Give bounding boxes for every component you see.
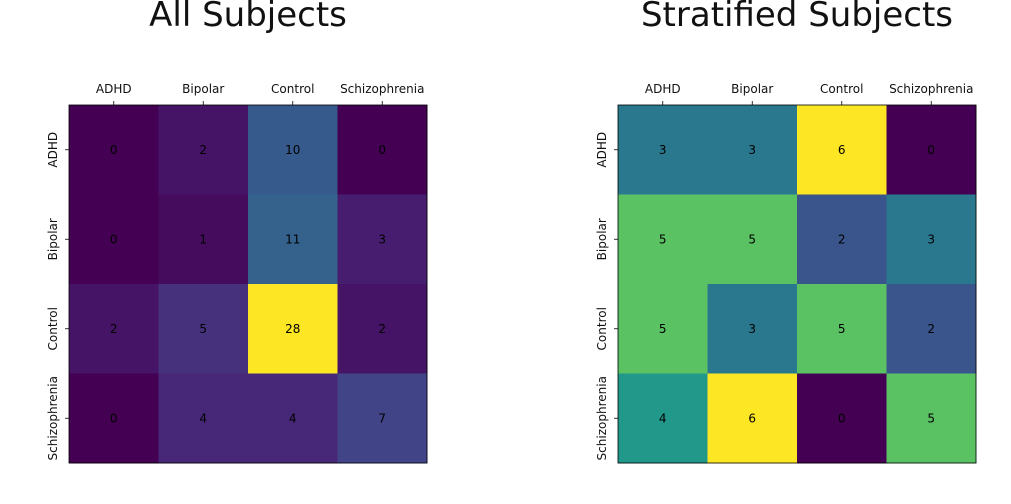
cell-value-label: 2 <box>378 322 386 336</box>
heatmap-cell-control-bipolar <box>158 284 249 374</box>
cell-value-label: 5 <box>659 232 667 246</box>
heatmap-cell-bipolar-adhd <box>618 194 708 285</box>
cell-value-label: 0 <box>110 143 118 157</box>
cell-value-label: 4 <box>289 411 297 425</box>
heatmap-panel-stratified-subjects: Stratified Subjects 3 3 6 0 5 5 2 3 5 3 5 2 4 6 0 5 ADHD… <box>595 0 977 464</box>
y-tick-label: Control <box>46 307 60 350</box>
heatmap-cell-schizophrenia-schizophrenia <box>337 373 428 464</box>
heatmap-cell-adhd-control <box>797 105 887 195</box>
heatmap-cell-schizophrenia-adhd <box>618 373 708 464</box>
x-tick-label: Schizophrenia <box>889 82 973 96</box>
cell-value-label: 7 <box>378 411 386 425</box>
heatmap-cell-adhd-adhd <box>618 105 708 195</box>
cell-value-label: 4 <box>199 411 207 425</box>
x-tick-label: Control <box>820 82 863 96</box>
heatmap-cell-schizophrenia-adhd <box>69 373 159 464</box>
cell-value-label: 11 <box>285 232 300 246</box>
heatmap-cell-adhd-adhd <box>69 105 159 195</box>
heatmap-frame <box>617 104 977 464</box>
cell-value-label: 2 <box>927 322 935 336</box>
heatmap-cell-control-bipolar <box>707 284 798 374</box>
heatmap-cell-schizophrenia-bipolar <box>158 373 249 464</box>
heatmap-cell-bipolar-control <box>797 194 887 285</box>
cell-value-label: 28 <box>285 322 300 336</box>
cell-value-label: 1 <box>199 232 207 246</box>
cell-value-label: 6 <box>838 143 846 157</box>
cell-value-label: 3 <box>748 143 756 157</box>
heatmap-cell-control-adhd <box>618 284 708 374</box>
cell-value-label: 2 <box>838 232 846 246</box>
x-tick-label: Bipolar <box>731 82 773 96</box>
x-tick-label: ADHD <box>96 82 132 96</box>
cell-value-label: 3 <box>659 143 667 157</box>
heatmap-cell-bipolar-bipolar <box>158 194 249 285</box>
chart-title: Stratified Subjects <box>641 0 953 35</box>
cell-value-label: 5 <box>748 232 756 246</box>
cell-value-label: 0 <box>110 411 118 425</box>
y-tick-label: ADHD <box>46 132 60 168</box>
heatmap-cell-control-control <box>248 284 338 374</box>
cell-value-label: 3 <box>748 322 756 336</box>
y-tick-label: ADHD <box>595 132 609 168</box>
cell-value-label: 3 <box>378 232 386 246</box>
y-tick-label: Bipolar <box>595 218 609 260</box>
cell-value-label: 0 <box>838 411 846 425</box>
heatmap-cell-adhd-bipolar <box>158 105 249 195</box>
cell-value-label: 5 <box>927 411 935 425</box>
heatmap-cell-bipolar-schizophrenia <box>886 194 977 285</box>
cell-value-label: 6 <box>748 411 756 425</box>
cell-value-label: 3 <box>927 232 935 246</box>
heatmap-cell-bipolar-control <box>248 194 338 285</box>
y-tick-label: Control <box>595 307 609 350</box>
heatmap-cell-adhd-schizophrenia <box>886 105 977 195</box>
heatmap-cell-adhd-schizophrenia <box>337 105 428 195</box>
heatmap-cell-control-schizophrenia <box>337 284 428 374</box>
heatmap-cell-control-control <box>797 284 887 374</box>
heatmap-cell-adhd-bipolar <box>707 105 798 195</box>
y-tick-label: Schizophrenia <box>46 376 60 460</box>
cell-value-label: 2 <box>199 143 207 157</box>
heatmap-cell-control-adhd <box>69 284 159 374</box>
chart-title: All Subjects <box>149 0 347 35</box>
x-tick-label: Control <box>271 82 314 96</box>
cell-value-label: 0 <box>110 232 118 246</box>
heatmap-cell-schizophrenia-control <box>248 373 338 464</box>
cell-value-label: 5 <box>659 322 667 336</box>
heatmap-cell-schizophrenia-schizophrenia <box>886 373 977 464</box>
x-tick-label: ADHD <box>645 82 681 96</box>
cell-value-label: 4 <box>659 411 667 425</box>
cell-value-label: 0 <box>378 143 386 157</box>
heatmap-cell-bipolar-bipolar <box>707 194 798 285</box>
heatmap-cell-adhd-control <box>248 105 338 195</box>
heatmap-cell-control-schizophrenia <box>886 284 977 374</box>
cell-value-label: 2 <box>110 322 118 336</box>
heatmap-frame <box>68 104 428 464</box>
cell-value-label: 5 <box>838 322 846 336</box>
y-tick-label: Schizophrenia <box>595 376 609 460</box>
heatmap-cell-schizophrenia-control <box>797 373 887 464</box>
heatmap-cell-bipolar-schizophrenia <box>337 194 428 285</box>
heatmap-cell-bipolar-adhd <box>69 194 159 285</box>
y-tick-label: Bipolar <box>46 218 60 260</box>
x-tick-label: Bipolar <box>182 82 224 96</box>
heatmap-cell-schizophrenia-bipolar <box>707 373 798 464</box>
cell-value-label: 0 <box>927 143 935 157</box>
cell-value-label: 5 <box>199 322 207 336</box>
cell-value-label: 10 <box>285 143 300 157</box>
x-tick-label: Schizophrenia <box>340 82 424 96</box>
